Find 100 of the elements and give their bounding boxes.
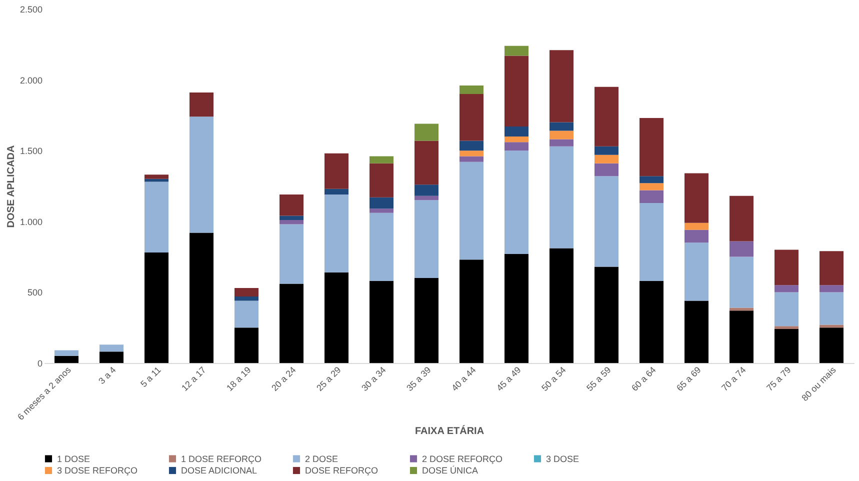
x-tick-label: 40 a 44: [450, 364, 478, 394]
bar: [234, 328, 258, 363]
bar: [730, 196, 754, 242]
legend-label: 2 DOSE: [305, 454, 338, 464]
bar: [414, 278, 438, 363]
bar: [594, 176, 618, 267]
legend-label: 2 DOSE REFORÇO: [422, 454, 503, 464]
bar: [460, 150, 484, 156]
legend-label: 1 DOSE: [57, 454, 90, 464]
bar: [144, 252, 168, 363]
bar: [324, 188, 348, 194]
bar: [550, 146, 574, 248]
x-tick-label: 3 a 4: [96, 364, 118, 386]
bar: [234, 296, 258, 301]
bar: [684, 300, 708, 363]
bar: [370, 197, 394, 209]
x-tick-label: 12 a 17: [180, 364, 208, 394]
bar: [684, 173, 708, 223]
bar: [370, 163, 394, 198]
bar: [594, 266, 618, 363]
bar: [550, 248, 574, 363]
x-axis-title: FAIXA ETÁRIA: [414, 425, 484, 438]
y-tick-label: 1.500: [20, 146, 42, 156]
bar: [504, 46, 528, 56]
bar: [234, 300, 258, 328]
bar: [774, 326, 798, 330]
bar: [280, 224, 304, 284]
bar: [414, 196, 438, 200]
bar: [640, 202, 664, 281]
x-tick-label: 25 a 29: [314, 364, 343, 394]
bar: [414, 184, 438, 196]
bar: [324, 194, 348, 272]
y-tick-label: 500: [27, 288, 42, 298]
x-tick-label: 20 a 24: [270, 364, 298, 394]
bar: [54, 350, 78, 356]
bar: [640, 176, 664, 184]
bar: [730, 256, 754, 308]
x-tick-label: 18 a 19: [224, 364, 253, 394]
bar: [234, 288, 258, 296]
bar: [414, 140, 438, 185]
bar: [144, 178, 168, 182]
bar: [100, 344, 124, 352]
x-tick-label: 30 a 34: [360, 364, 388, 394]
x-tick-label: 45 a 49: [494, 364, 523, 394]
bar: [640, 280, 664, 363]
legend-label: 3 DOSE REFORÇO: [57, 466, 138, 476]
bar: [324, 153, 348, 189]
legend-label: DOSE REFORÇO: [305, 466, 378, 476]
bar: [190, 116, 214, 233]
legend-label: DOSE ADICIONAL: [181, 466, 258, 476]
x-tick-label: 60 a 64: [630, 364, 658, 394]
bar: [280, 194, 304, 216]
bar: [190, 232, 214, 363]
x-tick-label: 75 a 79: [764, 364, 793, 394]
bar: [774, 292, 798, 326]
bar: [774, 285, 798, 292]
bar: [144, 182, 168, 253]
x-tick-label: 50 a 54: [540, 364, 568, 394]
bar: [324, 272, 348, 363]
bar: [504, 142, 528, 151]
bar: [280, 220, 304, 224]
bar: [820, 251, 844, 286]
y-tick-label: 0: [37, 358, 42, 368]
y-tick-label: 1.000: [20, 216, 42, 227]
bar: [684, 242, 708, 301]
bar: [280, 216, 304, 220]
bar: [730, 241, 754, 257]
bar: [280, 284, 304, 363]
bar: [820, 328, 844, 363]
bar: [820, 292, 844, 325]
legend-label: DOSE ÚNICA: [422, 466, 478, 476]
bar: [100, 352, 124, 363]
bar: [414, 200, 438, 278]
bar: [550, 50, 574, 122]
bar: [774, 250, 798, 286]
bar: [550, 139, 574, 146]
bar: [460, 94, 484, 141]
bar: [594, 146, 618, 155]
bar: [504, 56, 528, 127]
y-tick-label: 2.000: [20, 75, 42, 86]
bar: [54, 356, 78, 363]
bar: [504, 254, 528, 363]
bar: [594, 163, 618, 176]
bar: [370, 156, 394, 164]
bar: [640, 190, 664, 203]
bar: [370, 280, 394, 363]
bar: [730, 310, 754, 363]
bar: [460, 260, 484, 363]
x-tick-label: 55 a 59: [584, 364, 613, 394]
bar: [190, 92, 214, 117]
bar: [640, 183, 664, 190]
x-tick-label: 5 a 11: [138, 364, 163, 390]
bar: [594, 154, 618, 164]
x-tick-label: 70 a 74: [720, 364, 748, 394]
x-tick-label: 65 a 69: [674, 364, 703, 394]
bar: [370, 208, 394, 213]
legend-label: 3 DOSE: [546, 454, 580, 464]
bar: [774, 329, 798, 363]
bar: [550, 130, 574, 140]
bar: [460, 85, 484, 94]
